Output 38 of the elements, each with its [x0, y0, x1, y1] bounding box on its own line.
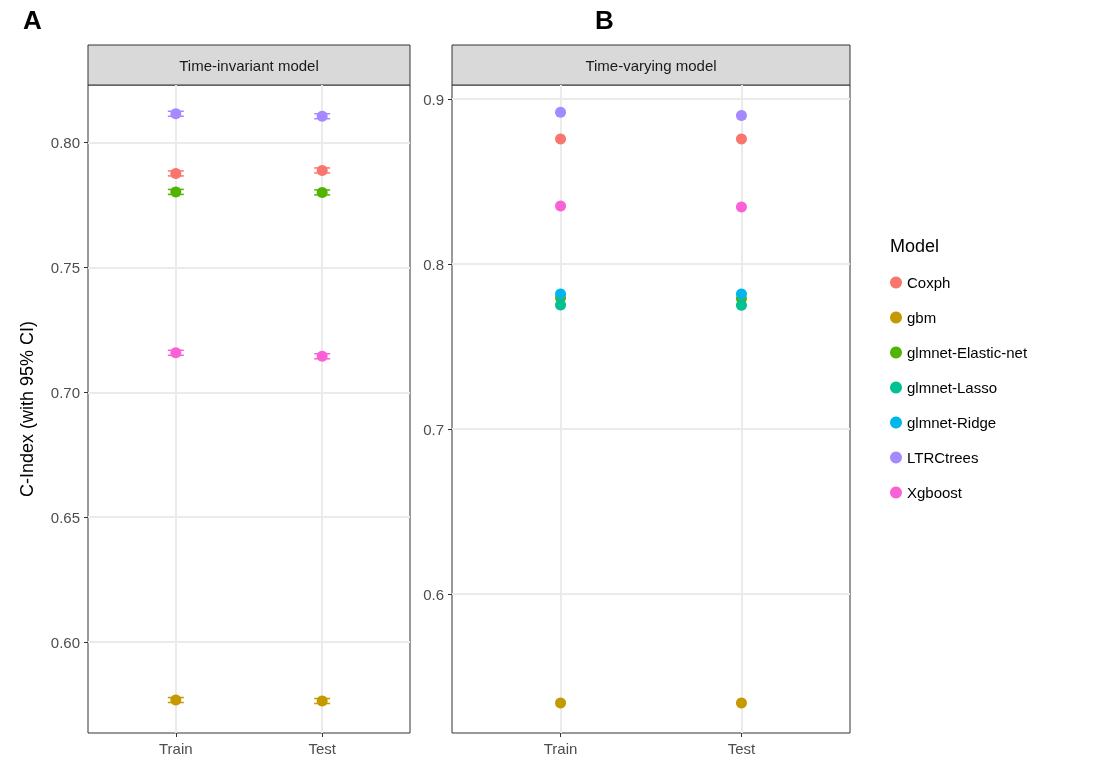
x-tick-label: Test: [727, 740, 757, 757]
point: [555, 106, 567, 118]
legend-label: glmnet-Elastic-net: [907, 344, 1028, 361]
point: [555, 288, 567, 300]
chart-title: A: [23, 5, 42, 35]
y-tick-label: 0.65: [50, 508, 80, 526]
legend-title: Model: [890, 236, 940, 256]
y-tick-label: 0.60: [50, 633, 80, 651]
y-tick-label: 0.9: [423, 90, 444, 108]
legend-label: glmnet-Ridge: [907, 414, 997, 431]
point: [555, 697, 567, 709]
point: [735, 697, 747, 709]
y-tick-label: 0.6: [423, 585, 444, 603]
y-tick-label: 0.75: [50, 258, 80, 276]
legend-label: LTRCtrees: [907, 449, 979, 466]
legend-label: Coxph: [907, 274, 951, 291]
x-tick-label: Train: [543, 740, 578, 757]
x-tick-label: Test: [308, 740, 337, 757]
x-tick-label: Train: [159, 740, 193, 757]
legend-label: gbm: [907, 309, 937, 326]
chart-title: B: [595, 5, 614, 35]
point: [735, 133, 747, 145]
point: [735, 201, 747, 213]
legend-label: glmnet-Lasso: [907, 379, 998, 396]
y-tick-label: 0.8: [423, 255, 444, 273]
y-tick-label: 0.80: [50, 133, 80, 151]
point: [555, 133, 567, 145]
point: [735, 299, 747, 311]
y-axis-title: C-Index (with 95% CI): [17, 320, 37, 498]
point: [735, 288, 747, 300]
y-tick-label: 0.7: [423, 420, 444, 438]
legend-label: Xgboost: [907, 484, 963, 501]
point: [555, 299, 567, 311]
point: [555, 200, 567, 212]
y-tick-label: 0.70: [50, 383, 80, 401]
point: [735, 110, 747, 122]
chart-subtitle: Time-varying model: [585, 56, 717, 74]
chart-subtitle: Time-invariant model: [179, 56, 319, 74]
